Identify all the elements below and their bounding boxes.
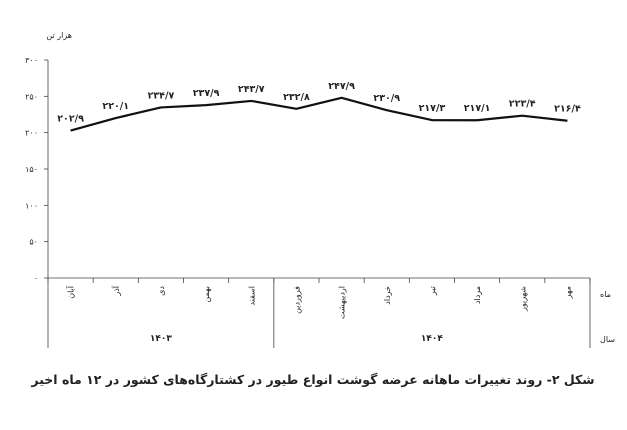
data-label: ۲۱۷/۱: [464, 103, 491, 114]
x-category-label: تیر: [428, 286, 437, 296]
y-axis-unit-label: هزار تن: [46, 31, 72, 40]
x-category-label: مهر: [563, 286, 572, 299]
data-label: ۲۳۲/۸: [283, 92, 310, 103]
y-tick-label: ۱۰۰: [25, 201, 38, 210]
data-label: ۲۳۷/۹: [193, 88, 220, 99]
year-label: ۱۴۰۳: [150, 334, 172, 344]
series-line: [70, 96, 568, 132]
data-label: ۲۴۷/۹: [328, 81, 355, 92]
month-row-label: ماه: [600, 290, 611, 299]
x-category-label: بهمن: [202, 286, 211, 303]
y-tick-label: ۰: [34, 274, 38, 283]
y-tick-label: ۲۰۰: [25, 129, 38, 138]
data-label: ۲۳۰/۹: [373, 93, 400, 104]
x-category-label: مرداد: [473, 286, 482, 304]
plot-area: ۲۰۲/۹ ۲۲۰/۱ ۲۳۴/۷ ۲۳۷/۹ ۲۴۳/۷ ۲۳۲/۸ ۲۴۷/۹ ۲۳۰/۹…: [57, 81, 581, 132]
x-category-label: آبان: [66, 285, 76, 299]
x-category-label: دی: [157, 286, 166, 296]
chart-caption: شکل ۲- روند تغییرات ماهانه عرضه گوشت انو…: [30, 372, 594, 387]
x-category-label: اسفند: [247, 286, 256, 306]
data-label: ۲۴۳/۷: [238, 84, 265, 95]
x-category-label: فروردین: [292, 286, 301, 314]
data-label: ۲۲۰/۱: [102, 101, 129, 112]
x-axis: آبان آذر دی بهمن اسفند فروردین اردیبهشت خرداد تی…: [47, 277, 591, 348]
x-category-label: خرداد: [383, 286, 392, 305]
data-label: ۲۰۲/۹: [57, 114, 84, 125]
data-label: ۲۱۷/۳: [419, 103, 446, 114]
year-label: ۱۴۰۴: [421, 334, 443, 344]
y-axis: ۰ ۵۰ ۱۰۰ ۱۵۰ ۲۰۰ ۲۵۰ ۳۰۰: [25, 56, 49, 283]
data-label: ۲۲۳/۴: [509, 99, 536, 110]
x-category-label: اردیبهشت: [338, 286, 347, 319]
data-label: ۲۱۶/۴: [554, 104, 581, 115]
x-category-label: شهریور: [518, 286, 527, 312]
y-tick-label: ۳۰۰: [25, 56, 38, 65]
y-tick-label: ۲۵۰: [25, 92, 38, 101]
year-row-label: سال: [600, 335, 615, 344]
x-category-label: آذر: [111, 285, 121, 296]
y-tick-label: ۵۰: [29, 238, 38, 247]
y-tick-label: ۱۵۰: [25, 165, 38, 174]
data-label: ۲۳۴/۷: [148, 90, 175, 101]
